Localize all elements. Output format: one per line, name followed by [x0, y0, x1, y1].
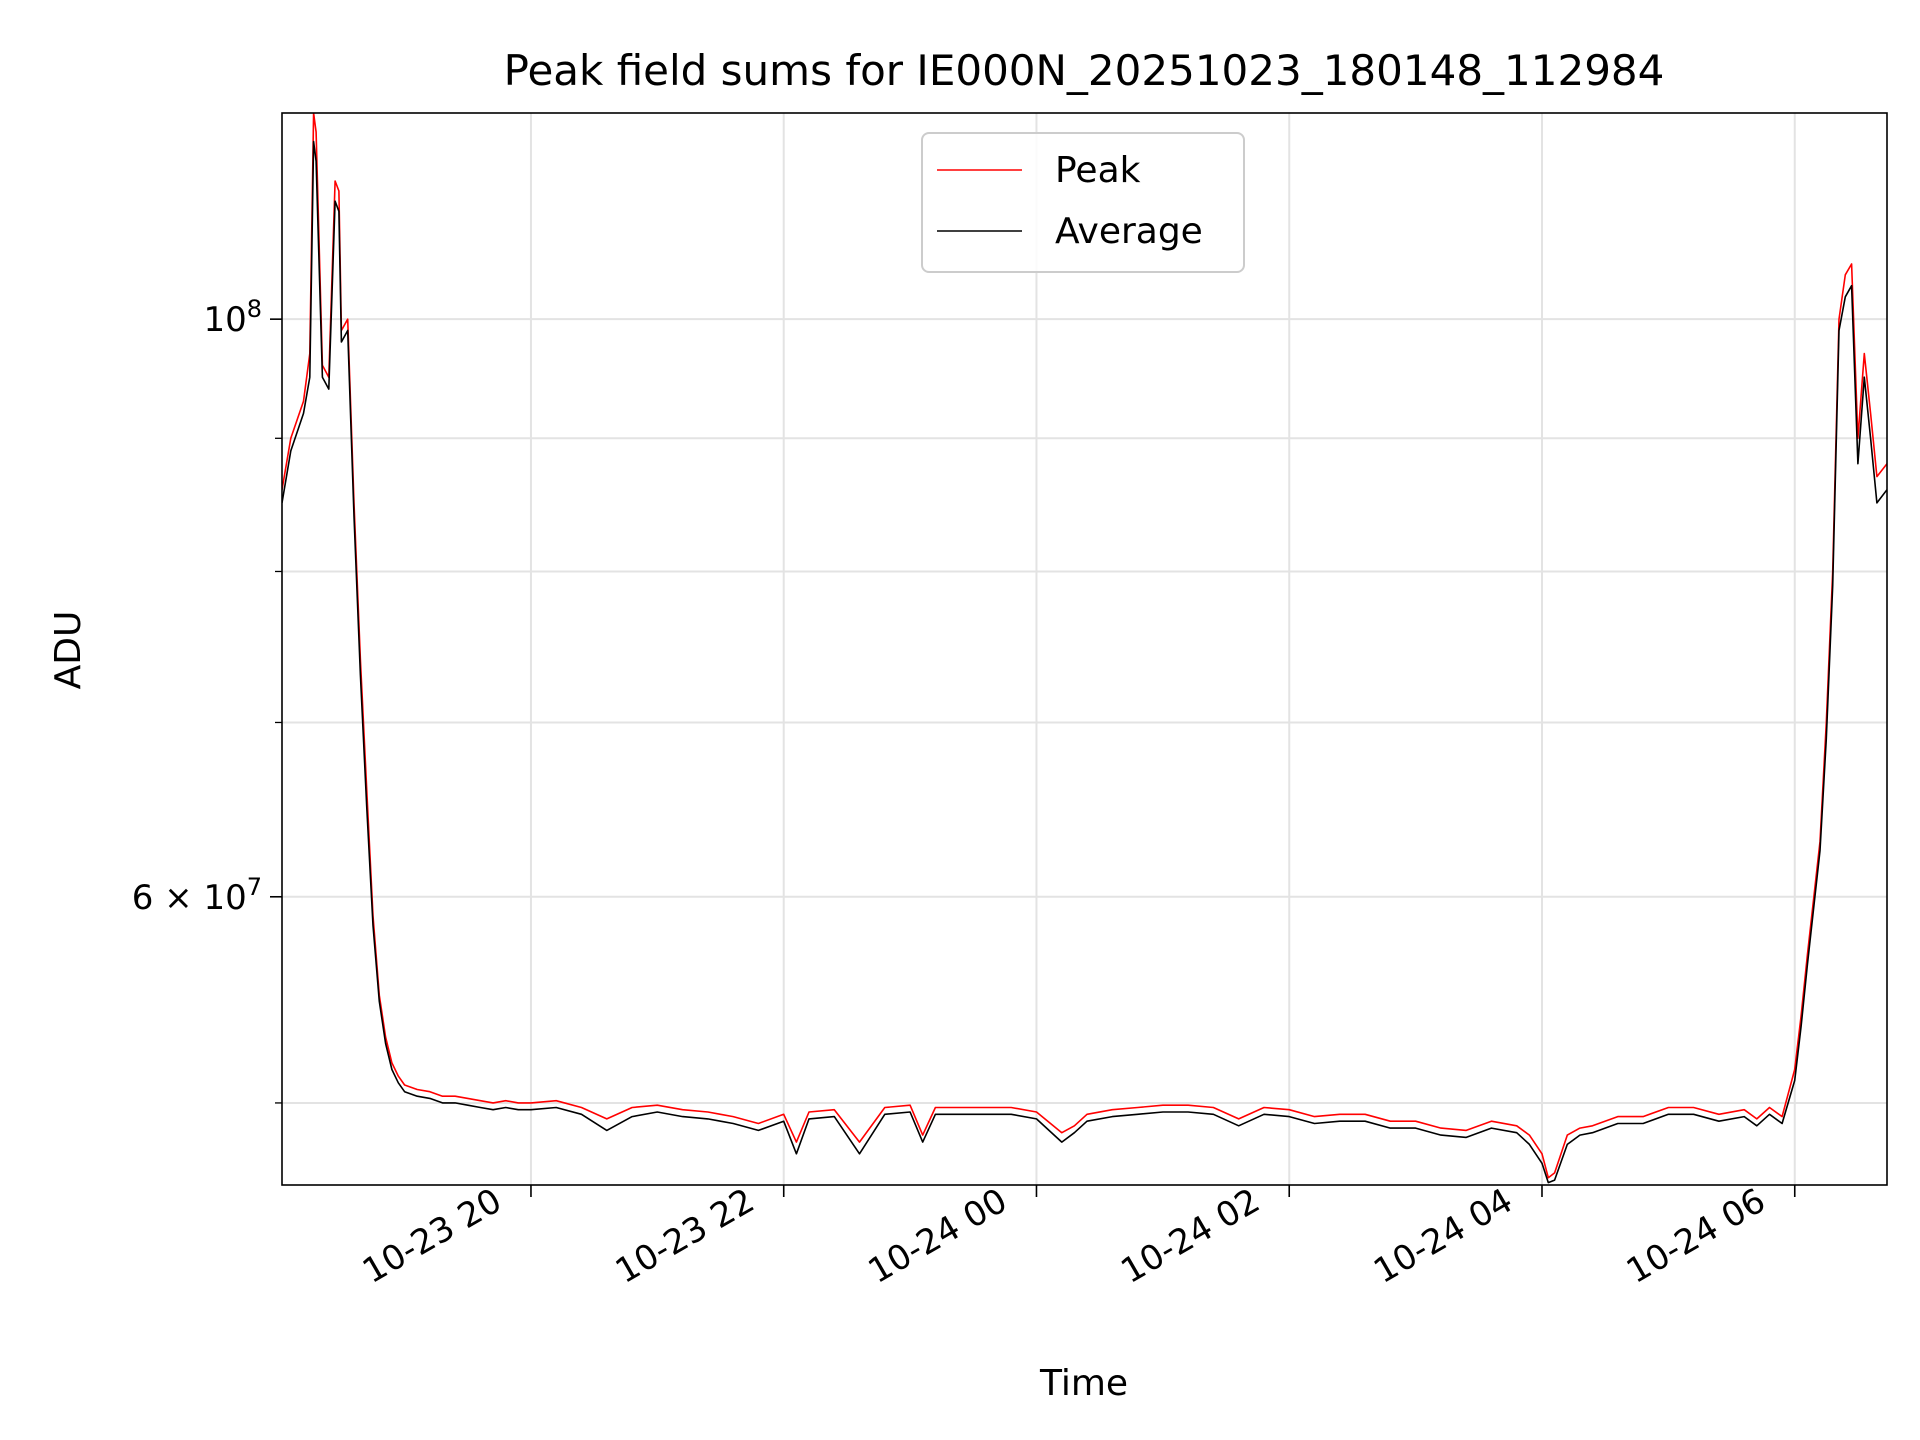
x-axis-label: Time [1039, 1363, 1128, 1404]
legend: Peak Average [921, 132, 1245, 273]
plot-frame [281, 112, 1888, 1186]
series-line-peak [282, 113, 1887, 1179]
grid [282, 113, 1887, 1185]
y-tick-label: 108 [203, 295, 262, 340]
series-line-average [282, 140, 1887, 1184]
series-layer [282, 113, 1887, 1184]
legend-box [921, 132, 1245, 273]
legend-average-label: Average [1055, 211, 1203, 252]
y-tick-label: 6 × 107 [132, 873, 262, 918]
chart-title: Peak field sums for IE000N_20251023_1801… [504, 46, 1665, 95]
legend-peak-label: Peak [1055, 150, 1141, 191]
y-axis-label: ADU [48, 611, 89, 690]
